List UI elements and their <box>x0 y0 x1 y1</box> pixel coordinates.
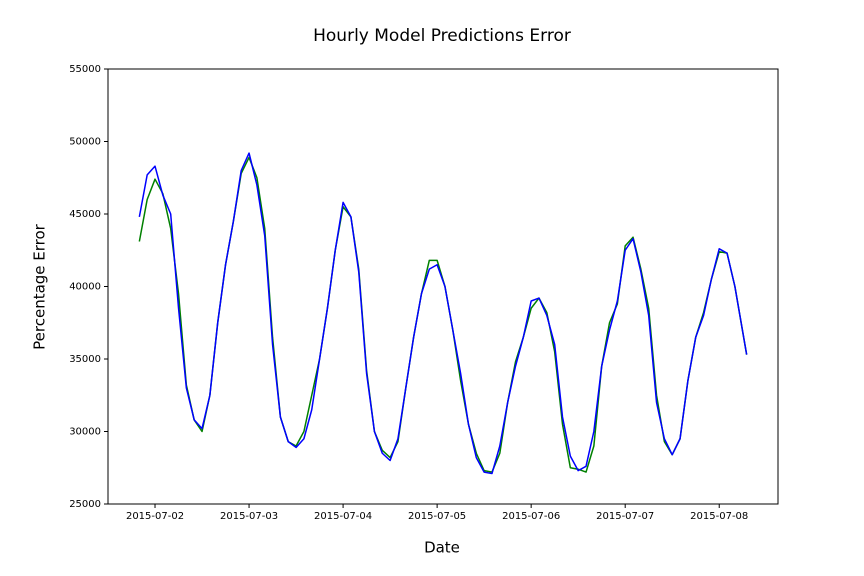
chart-title: Hourly Model Predictions Error <box>313 26 571 46</box>
plot-frame <box>107 68 779 505</box>
y-tick-label: 25000 <box>69 499 101 510</box>
x-axis-label: Date <box>424 539 460 557</box>
x-tick-label: 2015-07-07 <box>596 511 654 522</box>
x-tick-label: 2015-07-04 <box>314 511 372 522</box>
y-tick-label: 50000 <box>69 137 101 148</box>
x-tick-label: 2015-07-06 <box>502 511 560 522</box>
x-tick-label: 2015-07-05 <box>408 511 466 522</box>
y-tick-label: 35000 <box>69 354 101 365</box>
x-tick-label: 2015-07-03 <box>220 511 278 522</box>
y-tick-label: 30000 <box>69 427 101 438</box>
x-tick-label: 2015-07-08 <box>690 511 748 522</box>
y-tick-label: 40000 <box>69 282 101 293</box>
y-tick-label: 55000 <box>69 64 101 75</box>
x-tick-label: 2015-07-02 <box>126 511 184 522</box>
y-axis-label: Percentage Error <box>31 223 49 350</box>
y-tick-label: 45000 <box>69 209 101 220</box>
series-line <box>138 152 748 475</box>
